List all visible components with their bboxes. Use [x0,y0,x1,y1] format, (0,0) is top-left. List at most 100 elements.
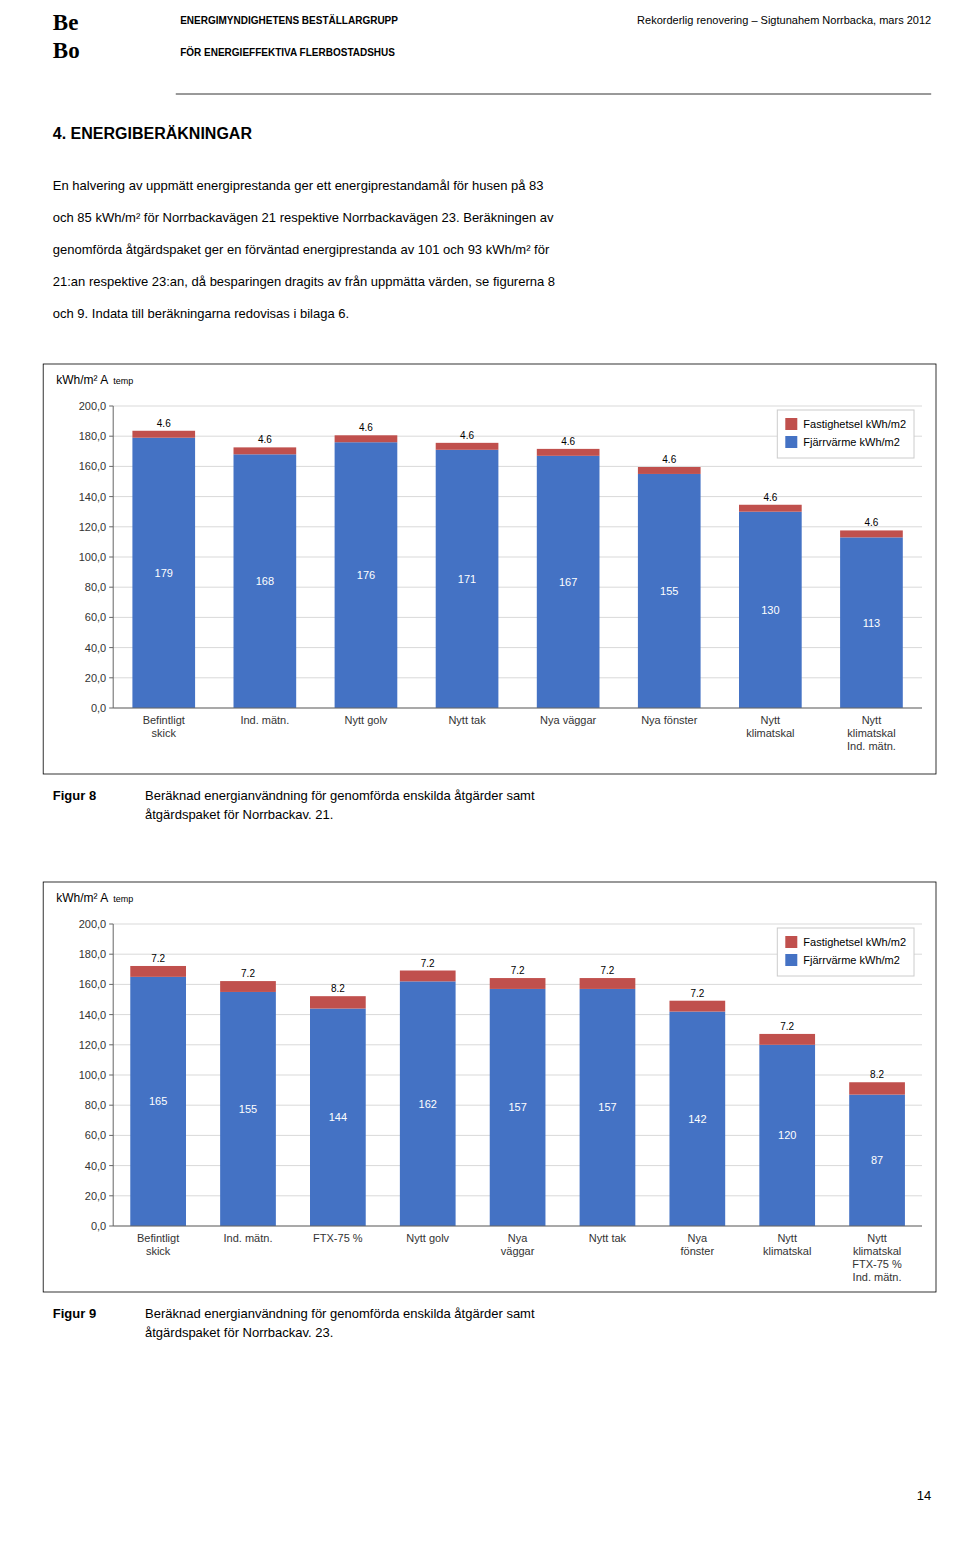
text-line: 20,0 [85,1190,106,1202]
text-line: FTX-75 % [313,1232,363,1244]
text-line: 120 [778,1129,796,1141]
category-label: NyttklimatskalFTX-75 %Ind. mätn. [852,1232,902,1283]
bar-segment [490,978,546,989]
text-line: Ind. mätn. [224,1232,273,1244]
bar-segment [840,537,903,708]
bars [132,431,902,708]
tick-label: 200,0 [79,918,107,930]
category-label: FTX-75 % [313,1232,363,1244]
data-label: 157 [598,1101,616,1113]
bar-segment [759,1045,815,1226]
section-title: 4. ENERGIBERÄKNINGAR [53,125,253,142]
data-label: 7.2 [511,965,525,976]
data-label: 168 [256,575,274,587]
text-line: Nya [688,1232,708,1244]
data-label: 113 [863,617,881,629]
tick-label: 80,0 [85,1099,106,1111]
data-label: 176 [357,569,375,581]
tick-label: 60,0 [85,611,106,623]
bar-segment [849,1082,905,1094]
text-line: 7.2 [601,965,615,976]
text-line: temp [113,376,133,386]
text-line: kWh/m² A [56,891,108,905]
text-line: 4.6 [359,422,373,433]
text-line: Nytt [777,1232,797,1244]
data-label: 8.2 [870,1069,884,1080]
text-line: 176 [357,569,375,581]
body-text: och 9. Indata till beräkningarna redovis… [53,306,349,321]
text-line: Bo [53,38,80,63]
text-line: 80,0 [85,1099,106,1111]
bar-segment [132,438,195,708]
text-line: 168 [256,575,274,587]
text-line: 87 [871,1154,883,1166]
text-line: 4.6 [662,454,676,465]
tick-label: 40,0 [85,1160,106,1172]
bar-segment [130,966,186,977]
category-label: Nyaväggar [501,1232,535,1257]
tick-mark [109,677,113,678]
caption-label: Figur 9 [53,1306,96,1321]
data-label: 87 [871,1154,883,1166]
category-label: Nya väggar [540,714,597,726]
bar-segment [400,981,456,1226]
legend-swatch [785,436,797,448]
text-line: FTX-75 % [852,1258,902,1270]
text-line: Nytt [867,1232,887,1244]
y-label-note: temp [113,894,133,904]
text-line: Figur 9 [53,1306,96,1321]
text-line: 4.6 [157,418,171,429]
text-line: 8.2 [870,1069,884,1080]
x-axis-line [113,708,922,709]
tick-label: 0,0 [91,702,106,714]
text-line: Be [53,10,79,35]
category-label: Ind. mätn. [224,1232,273,1244]
text-line: Nya fönster [641,714,698,726]
x-axis-line [113,1226,922,1227]
text-line: 140,0 [79,491,107,503]
header-rule [176,94,931,95]
tick-mark [109,708,113,709]
text-line: 100,0 [79,551,107,563]
data-label: 142 [688,1113,706,1125]
text-line: 8.2 [331,983,345,994]
logo: Bo [53,38,80,63]
text-line: Befintligt [143,714,185,726]
logo: Be [53,10,79,35]
body-text: genomförda åtgärdspaket ger en förväntad… [53,242,550,257]
text-line: Rekorderlig renovering – Sigtunahem Norr… [637,14,931,26]
bar-segment [840,530,903,537]
text-line: väggar [501,1245,535,1257]
text-line: 4.6 [763,492,777,503]
data-label: 7.2 [241,968,255,979]
bar-segment [739,505,802,512]
data-label: 8.2 [331,983,345,994]
header-text: FÖR ENERGIEFFEKTIVA FLERBOSTADSHUS [180,46,395,58]
bar-segment [436,443,499,450]
tick-label: 20,0 [85,672,106,684]
text-line: 155 [660,585,678,597]
data-label: 7.2 [151,953,165,964]
tick-label: 60,0 [85,1129,106,1141]
category-label: Befintligtskick [137,1232,179,1257]
tick-label: 40,0 [85,642,106,654]
y-label: kWh/m² A [56,891,108,905]
data-label: 4.6 [561,436,575,447]
chart-frame [43,364,936,774]
data-label: 4.6 [258,434,272,445]
tick-mark [109,617,113,618]
chart: kWh/m² Atemp0,020,040,060,080,0100,0120,… [43,882,936,1292]
bar-segment [335,442,398,708]
text-line: 200,0 [79,400,107,412]
category-label: Nyafönster [681,1232,715,1257]
bar-segment [490,989,546,1226]
text-line: 160,0 [79,978,107,990]
text-line: Nytt [862,714,882,726]
text-line: 7.2 [780,1021,794,1032]
text-line: 171 [458,573,476,585]
page-number: 14 [917,1488,931,1503]
category-label: Ind. mätn. [240,714,289,726]
y-axis-line [113,924,114,1226]
text-line: 155 [239,1103,257,1115]
bar-segment [130,977,186,1226]
